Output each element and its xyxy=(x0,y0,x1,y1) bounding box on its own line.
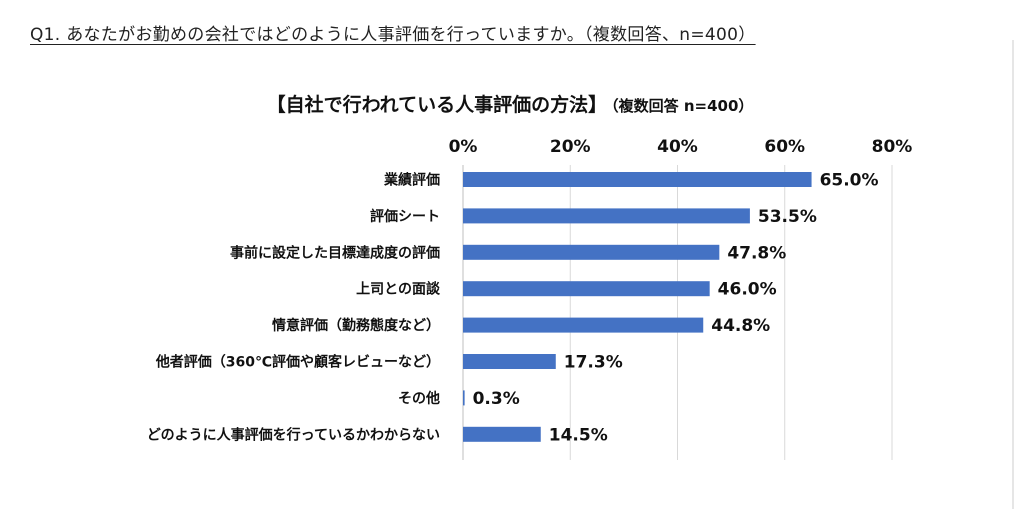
x-tick-label: 0% xyxy=(449,137,478,157)
bar xyxy=(463,354,556,369)
page-edge-divider xyxy=(1012,40,1014,509)
question-text: Q1. あなたがお勤めの会社ではどのように人事評価を行っていますか。（複数回答、… xyxy=(30,25,756,45)
data-label: 46.0% xyxy=(718,280,777,300)
chart-title-line: 【自社で行われている人事評価の方法】 （複数回答 n=400） xyxy=(0,90,1020,117)
x-tick-label: 20% xyxy=(550,137,591,157)
bar xyxy=(463,390,465,406)
data-label: 44.8% xyxy=(711,316,770,336)
data-label: 47.8% xyxy=(727,243,786,263)
bar xyxy=(463,317,704,333)
category-label: 情意評価（勤務態度など） xyxy=(272,317,440,334)
data-label: 65.0% xyxy=(820,171,879,191)
bar xyxy=(463,172,812,187)
bar xyxy=(463,426,541,442)
x-tick-label: 40% xyxy=(657,137,698,157)
x-tick-label: 80% xyxy=(872,137,913,157)
bar xyxy=(463,208,750,224)
data-label: 17.3% xyxy=(564,353,623,373)
category-label: 他者評価（360℃評価や顧客レビューなど） xyxy=(155,354,440,371)
category-label: どのように人事評価を行っているかわからない xyxy=(147,426,440,443)
data-label: 14.5% xyxy=(549,425,608,445)
chart-title: 【自社で行われている人事評価の方法】 xyxy=(266,94,608,116)
category-label: 業績評価 xyxy=(383,172,440,189)
data-label: 0.3% xyxy=(473,389,520,409)
category-label: 事前に設定した目標達成度の評価 xyxy=(230,244,440,261)
bar xyxy=(463,244,720,260)
x-tick-label: 60% xyxy=(764,137,805,157)
data-label: 53.5% xyxy=(758,207,817,227)
chart-subtitle: （複数回答 n=400） xyxy=(611,97,754,115)
category-label: 上司との面談 xyxy=(356,281,441,298)
bar xyxy=(463,281,710,297)
category-label: その他 xyxy=(398,390,440,407)
category-label: 評価シート xyxy=(370,208,440,225)
